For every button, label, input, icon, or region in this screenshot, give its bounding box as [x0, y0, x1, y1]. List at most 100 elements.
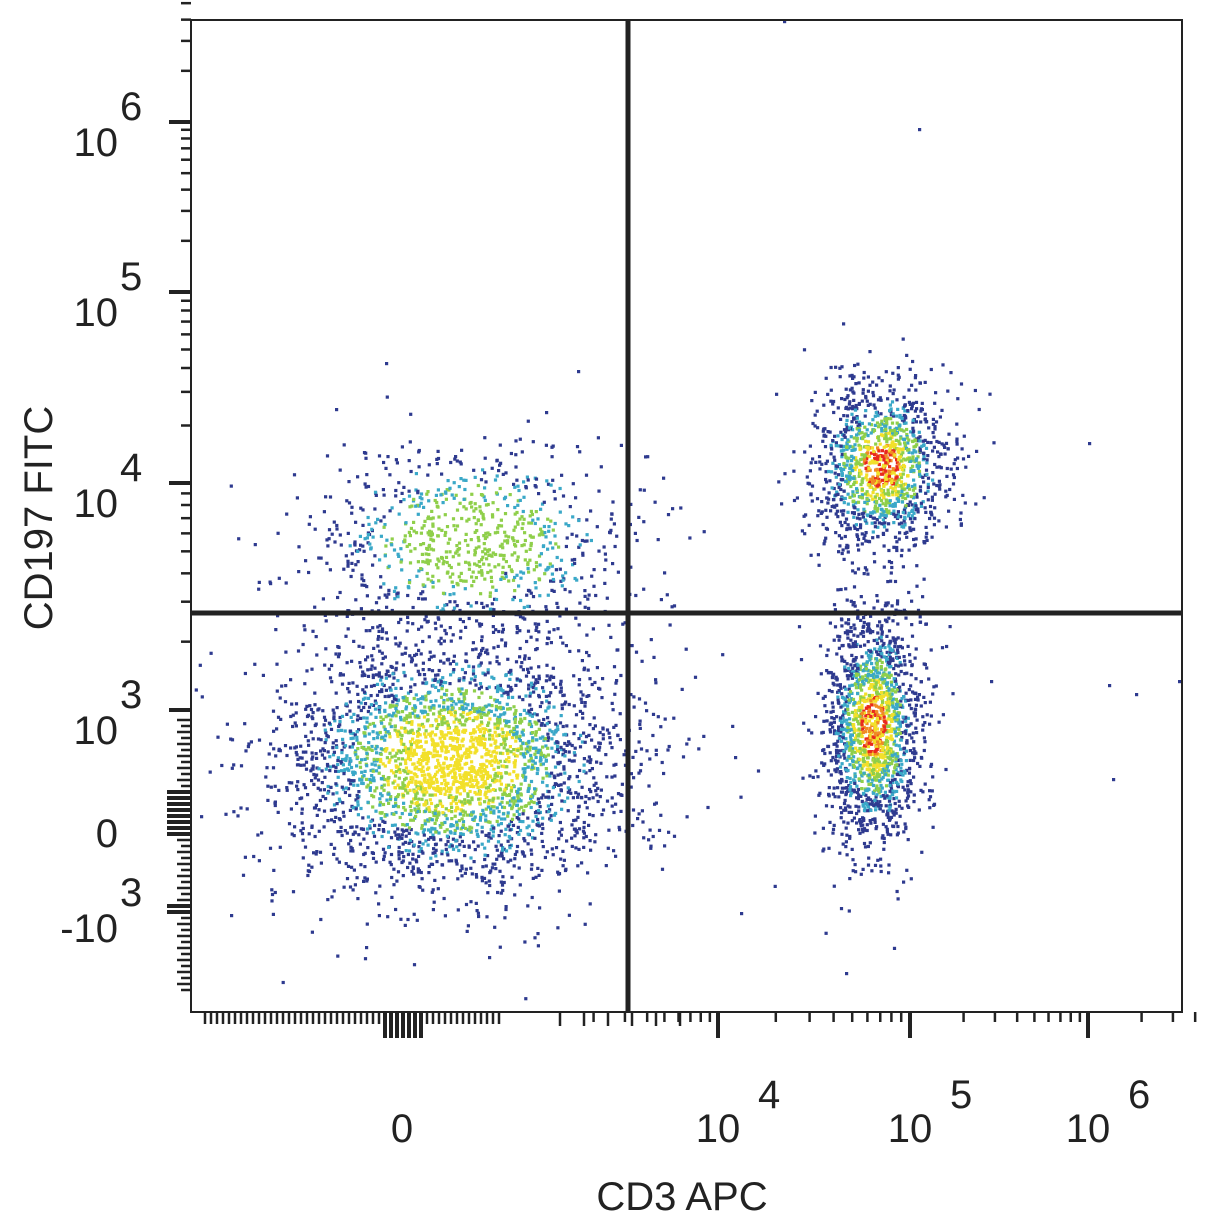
event-dot — [434, 818, 438, 822]
event-dot — [588, 812, 592, 817]
event-dot — [550, 445, 554, 449]
event-dot — [918, 446, 922, 450]
event-dot — [517, 807, 521, 811]
event-dot — [888, 443, 893, 448]
event-dot — [780, 502, 784, 506]
event-dot — [495, 819, 499, 823]
event-dot — [379, 747, 383, 751]
event-dot — [502, 576, 506, 580]
event-dot — [458, 636, 463, 640]
event-dot — [872, 403, 876, 407]
event-dot — [327, 789, 331, 793]
event-dot — [591, 796, 595, 800]
event-dot — [464, 507, 468, 511]
event-dot — [485, 713, 489, 717]
event-dot — [402, 670, 406, 675]
event-dot — [480, 830, 484, 834]
event-dot — [555, 745, 560, 749]
event-dot — [857, 443, 861, 447]
event-dot — [487, 553, 491, 557]
event-dot — [469, 677, 474, 681]
event-dot — [446, 707, 450, 711]
event-dot — [866, 434, 870, 438]
event-dot — [654, 678, 658, 682]
event-dot — [483, 577, 487, 581]
event-dot — [486, 502, 490, 507]
event-dot — [351, 720, 355, 724]
event-dot — [528, 589, 532, 593]
event-dot — [455, 805, 459, 809]
event-dot — [388, 722, 392, 726]
event-dot — [397, 857, 401, 861]
event-dot — [497, 761, 501, 765]
event-dot — [868, 480, 872, 484]
event-dot — [478, 743, 483, 747]
event-dot — [374, 493, 378, 497]
event-dot — [873, 560, 877, 564]
event-dot — [859, 523, 863, 527]
event-dot — [497, 629, 501, 634]
event-dot — [478, 735, 482, 739]
event-dot — [917, 469, 922, 473]
event-dot — [475, 739, 479, 743]
event-dot — [341, 673, 345, 677]
event-dot — [546, 636, 550, 640]
event-dot — [453, 457, 457, 461]
event-dot — [444, 807, 448, 811]
event-dot — [551, 795, 555, 799]
event-dot — [638, 488, 642, 492]
event-dot — [441, 744, 445, 748]
event-dot — [411, 711, 415, 715]
event-dot — [279, 717, 283, 721]
event-dot — [589, 538, 593, 543]
event-dot — [394, 796, 398, 800]
event-dot — [455, 786, 459, 790]
event-dot — [641, 820, 645, 824]
event-dot — [439, 766, 444, 770]
event-dot — [261, 673, 265, 677]
event-dot — [465, 929, 469, 933]
event-dot — [460, 667, 465, 672]
event-dot — [873, 510, 877, 514]
event-dot — [356, 755, 360, 759]
event-dot — [603, 552, 607, 556]
event-dot — [381, 829, 386, 833]
event-dot — [773, 884, 777, 888]
event-dot — [357, 728, 361, 732]
event-dot — [371, 721, 375, 726]
event-dot — [825, 515, 829, 519]
event-dot — [559, 833, 563, 837]
event-dot — [574, 846, 578, 850]
event-dot — [904, 482, 908, 486]
event-dot — [868, 468, 872, 472]
event-dot — [529, 521, 533, 525]
event-dot — [480, 601, 484, 605]
event-dot — [474, 647, 478, 651]
event-dot — [613, 692, 617, 696]
event-dot — [431, 833, 435, 837]
event-dot — [401, 874, 405, 878]
event-dot — [912, 505, 916, 509]
event-dot — [409, 745, 413, 750]
event-dot — [531, 819, 535, 823]
event-dot — [589, 848, 593, 852]
event-dot — [889, 407, 893, 411]
event-dot — [902, 429, 906, 433]
event-dot — [417, 727, 421, 731]
event-dot — [526, 629, 531, 633]
event-dot — [372, 834, 377, 838]
event-dot — [400, 836, 404, 840]
event-dot — [301, 750, 305, 754]
event-dot — [414, 531, 419, 535]
event-dot — [653, 500, 657, 504]
event-dot — [545, 850, 549, 854]
event-dot — [417, 854, 421, 858]
event-dot — [421, 752, 425, 756]
event-dot — [275, 727, 279, 731]
event-dot — [563, 702, 567, 706]
event-dot — [578, 601, 582, 605]
event-dot — [429, 836, 433, 840]
event-dot — [524, 674, 529, 678]
event-dot — [435, 719, 439, 723]
event-dot — [553, 534, 557, 538]
